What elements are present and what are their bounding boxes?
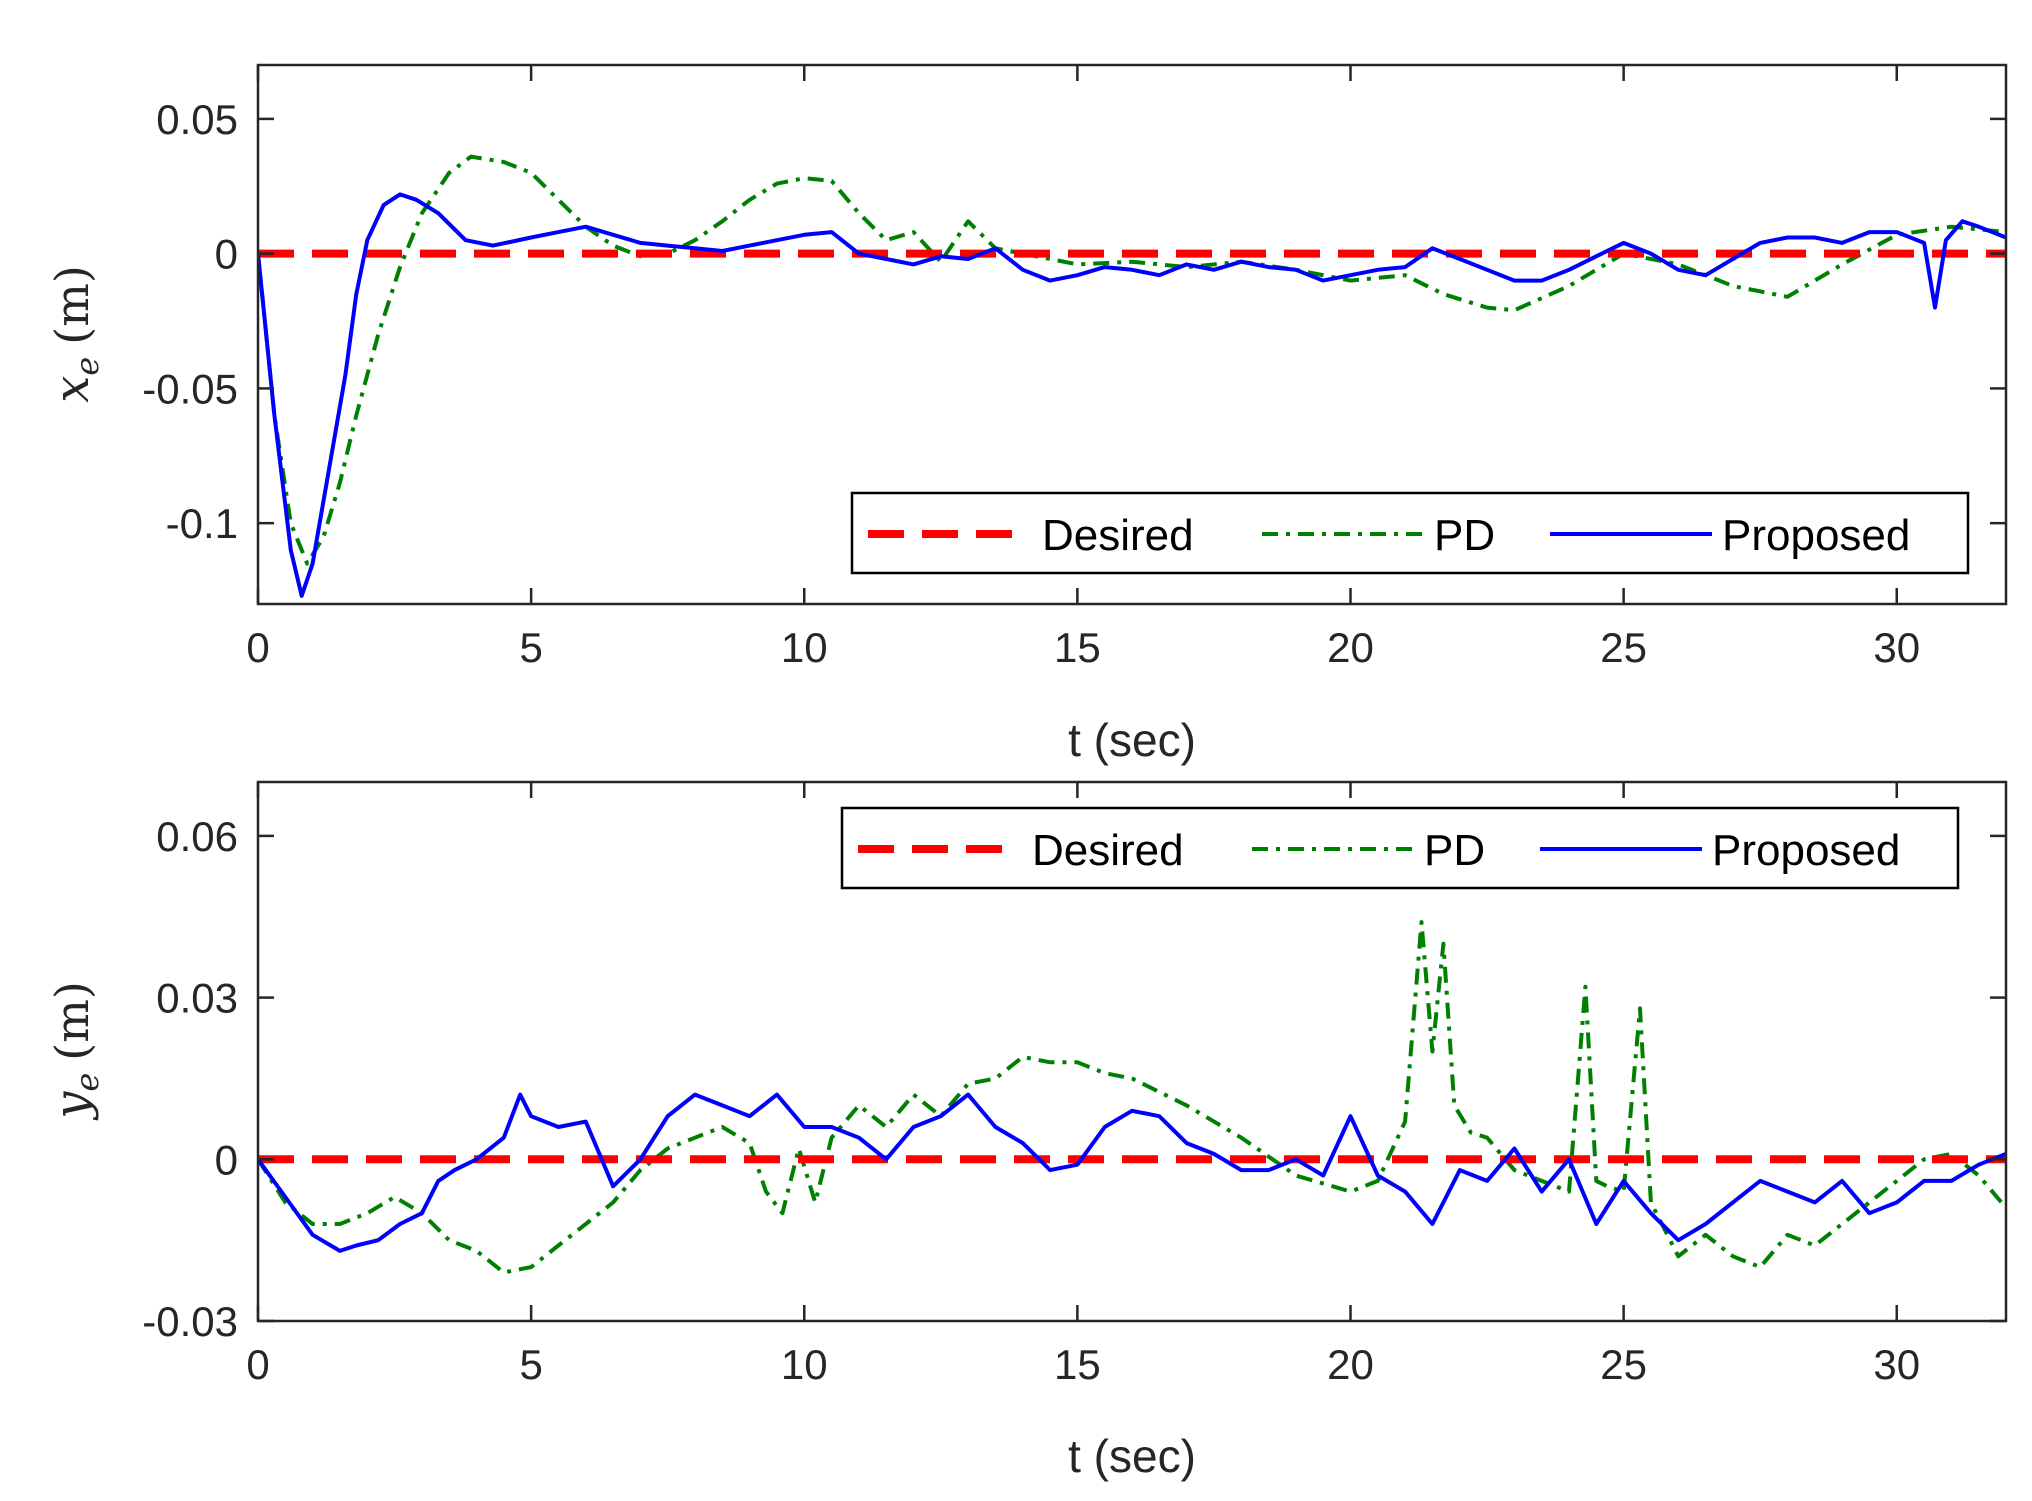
- legend: Desired PD Proposed: [850, 491, 1970, 575]
- y-axis-var: y: [44, 1091, 100, 1121]
- x-axis-title: t (sec): [1068, 1430, 1196, 1482]
- y-tick-label: 0.03: [156, 975, 238, 1022]
- y-axis-sub: e: [68, 1073, 106, 1092]
- legend-desired-label: Desired: [1042, 511, 1194, 560]
- x-tick-label: 5: [519, 1341, 542, 1388]
- legend-proposed-label: Proposed: [1722, 511, 1910, 560]
- x-tick-label: 0: [246, 1341, 269, 1388]
- legend-desired-label: Desired: [1032, 826, 1184, 875]
- legend-proposed-label: Proposed: [1712, 826, 1900, 875]
- y-tick-label: 0: [215, 1136, 238, 1183]
- x-tick-label: 5: [519, 624, 542, 671]
- svg-text:ye(m): ye (m): [44, 981, 106, 1121]
- y-axis-unit: (m): [45, 981, 99, 1061]
- x-tick-label: 20: [1327, 624, 1374, 671]
- y-tick-label: 0.06: [156, 813, 238, 860]
- plot-frame: [256, 780, 2008, 1323]
- plot-series: [258, 154, 2006, 598]
- plot-frame: [256, 63, 2008, 606]
- y-axis-sub: e: [68, 357, 106, 376]
- x-tick-label: 30: [1873, 1341, 1920, 1388]
- y-tick-label: -0.1: [166, 500, 238, 547]
- y-tick-label: -0.03: [142, 1298, 238, 1345]
- y-axis-title: ye (m): [44, 981, 106, 1121]
- ticks: 0 5 10 15 20 25 30 0.05 0 -0.05 -0.1: [142, 65, 2006, 671]
- y-axis-var: x: [44, 376, 100, 403]
- y-tick-label: 0: [215, 231, 238, 278]
- chart-ye: 0 5 10 15 20 25 300.060.030-0.03 t (sec) ye(m)…: [44, 780, 2008, 1482]
- x-tick-label: 30: [1873, 624, 1920, 671]
- y-tick-label: 0.05: [156, 96, 238, 143]
- x-tick-label: 10: [781, 1341, 828, 1388]
- x-tick-label: 25: [1600, 624, 1647, 671]
- y-axis-unit: (m): [45, 265, 99, 345]
- x-tick-label: 15: [1054, 1341, 1101, 1388]
- x-tick-label: 10: [781, 624, 828, 671]
- x-tick-label: 20: [1327, 1341, 1374, 1388]
- y-tick-label: -0.05: [142, 365, 238, 412]
- x-tick-label: 15: [1054, 624, 1101, 671]
- legend: Desired PD Proposed: [840, 806, 1960, 890]
- ticks: 0 5 10 15 20 25 300.060.030-0.03: [142, 782, 2006, 1388]
- x-tick-label: 25: [1600, 1341, 1647, 1388]
- plot-series: [258, 920, 2006, 1275]
- x-axis-title: t (sec): [1068, 714, 1196, 766]
- y-axis-title: xe (m): [44, 265, 106, 403]
- x-tick-label: 0: [246, 624, 269, 671]
- svg-text:xe(m): xe (m): [44, 265, 106, 403]
- series-proposed-line: [258, 192, 2006, 598]
- chart-xe: 0 5 10 15 20 25 30 0.05 0 -0.05 -0.1 t (sec) xe (m)…: [44, 63, 2008, 766]
- legend-pd-label: PD: [1434, 511, 1495, 560]
- series-pd-line: [258, 154, 2006, 566]
- legend-pd-label: PD: [1424, 826, 1485, 875]
- series-proposed-line: [258, 1092, 2006, 1253]
